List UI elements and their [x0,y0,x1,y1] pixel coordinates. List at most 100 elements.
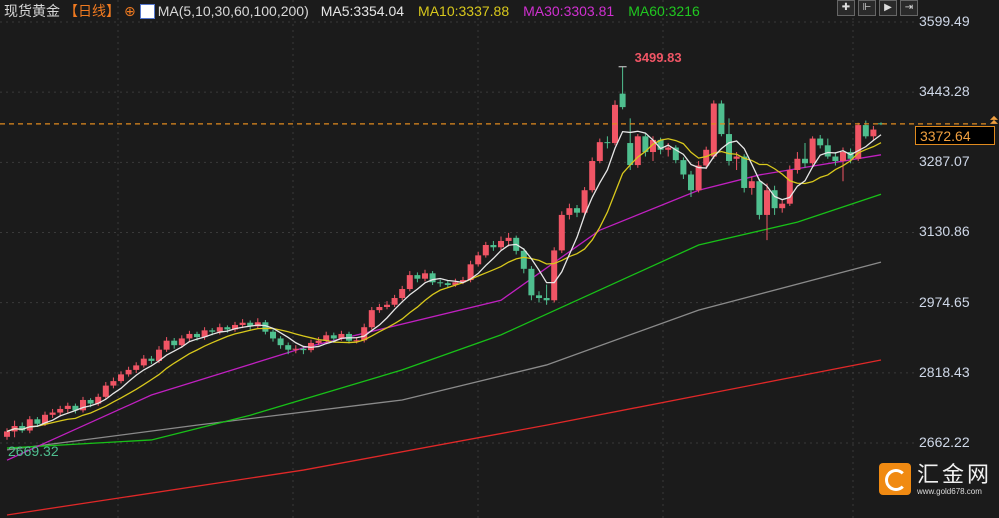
y-tick-label: 3599.49 [919,13,970,29]
play-icon[interactable]: ▶ [879,0,897,16]
candle-up [133,365,140,370]
candle-down [604,142,611,144]
y-tick-label: 3287.07 [919,153,970,170]
candle-down [718,103,725,135]
candle-down [619,93,626,108]
candle-down [490,245,497,248]
logo-name: 汇金网 [917,462,993,487]
candle-up [140,358,147,366]
goto-end-icon[interactable]: ⇥ [900,0,918,16]
candle-down [148,358,155,361]
candle-up [748,181,755,188]
candle-down [277,338,284,346]
candle-up [4,431,10,437]
candle-down [300,348,307,351]
candle-up [64,405,71,409]
logo: 汇金网 www.gold678.com [879,463,992,496]
ma200-line [6,359,882,516]
last-price-label: 3372.64 [915,126,995,145]
candle-up [26,419,33,431]
candle-down [642,136,649,153]
add-indicator-icon[interactable]: ⊕ [124,2,136,19]
candle-down [688,174,694,191]
candle-up [551,250,558,301]
candle-down [528,268,535,296]
candle-up [95,396,102,404]
candle-down [824,145,831,157]
candle-up [764,190,770,215]
candle-up [292,348,299,350]
candle-up [650,139,656,153]
candle-down [330,335,337,339]
chart-header: 现货黄金 【日线】 ⊕ MA(5,10,30,60,100,200) MA5:3… [4,1,704,21]
candle-up [786,169,793,204]
period-label[interactable]: 【日线】 [64,3,120,19]
candle-up [482,245,489,256]
candle-up [422,273,428,279]
candle-up [125,369,132,375]
candle-up [589,161,596,191]
candle-up [855,125,862,159]
candle-up [315,340,322,343]
logo-url: www.gold678.com [917,487,982,496]
candle-up [163,340,170,350]
ma60-value: MA60:3216 [628,3,700,19]
high-price-label: 3499.83 [635,50,682,65]
scroll-up-icon [990,115,998,124]
candle-down [19,426,26,431]
candle-up [353,340,360,342]
candle-up [733,156,740,159]
candle-up [376,306,383,311]
candle-up [102,385,109,397]
candle-down [209,330,216,332]
candle-down [817,138,824,146]
candle-down [627,143,634,166]
candle-up [779,203,786,209]
candle-down [756,181,763,215]
candle-up [254,322,261,327]
candle-down [285,345,292,350]
candle-down [270,331,276,339]
candle-up [156,349,162,361]
candle-up [596,142,603,162]
ma10-value: MA10:3337.88 [418,3,510,19]
candle-down [437,282,444,284]
candle-down [87,399,94,404]
candle-down [771,190,778,209]
candle-up [870,129,877,137]
candle-up [49,412,56,415]
indicator-chart-icon[interactable] [139,3,155,19]
candle-up [467,264,474,281]
candle-up [110,381,117,386]
candle-down [247,322,254,327]
candle-up [118,374,124,382]
crosshair-icon[interactable]: ✚ [837,0,855,16]
symbol-name: 现货黄金 [4,3,60,19]
candle-up [42,414,48,424]
candle-down [802,158,808,164]
candle-down [429,273,436,283]
candle-up [634,136,641,166]
ma-title: MA(5,10,30,60,100,200) [157,3,309,19]
ma60-line [6,193,882,449]
candle-up [368,310,375,328]
chart-toolbar: ✚ ⊩ ▶ ⇥ [837,0,918,16]
candle-down [680,160,687,175]
y-tick-label: 2974.65 [919,293,970,310]
candle-up [391,298,398,305]
zoom-icon[interactable]: ⊩ [858,0,876,16]
candle-down [574,208,580,213]
candle-up [384,304,390,307]
candle-up [460,280,466,283]
candle-up [710,103,717,157]
candle-down [543,298,550,301]
candle-down [672,147,679,161]
low-price-label: 2669.32 [8,443,59,459]
candle-up [361,327,368,341]
candle-up [452,282,459,285]
candle-up [239,322,246,325]
candle-up [505,237,512,241]
candle-up [406,275,413,290]
candle-up [80,399,86,411]
